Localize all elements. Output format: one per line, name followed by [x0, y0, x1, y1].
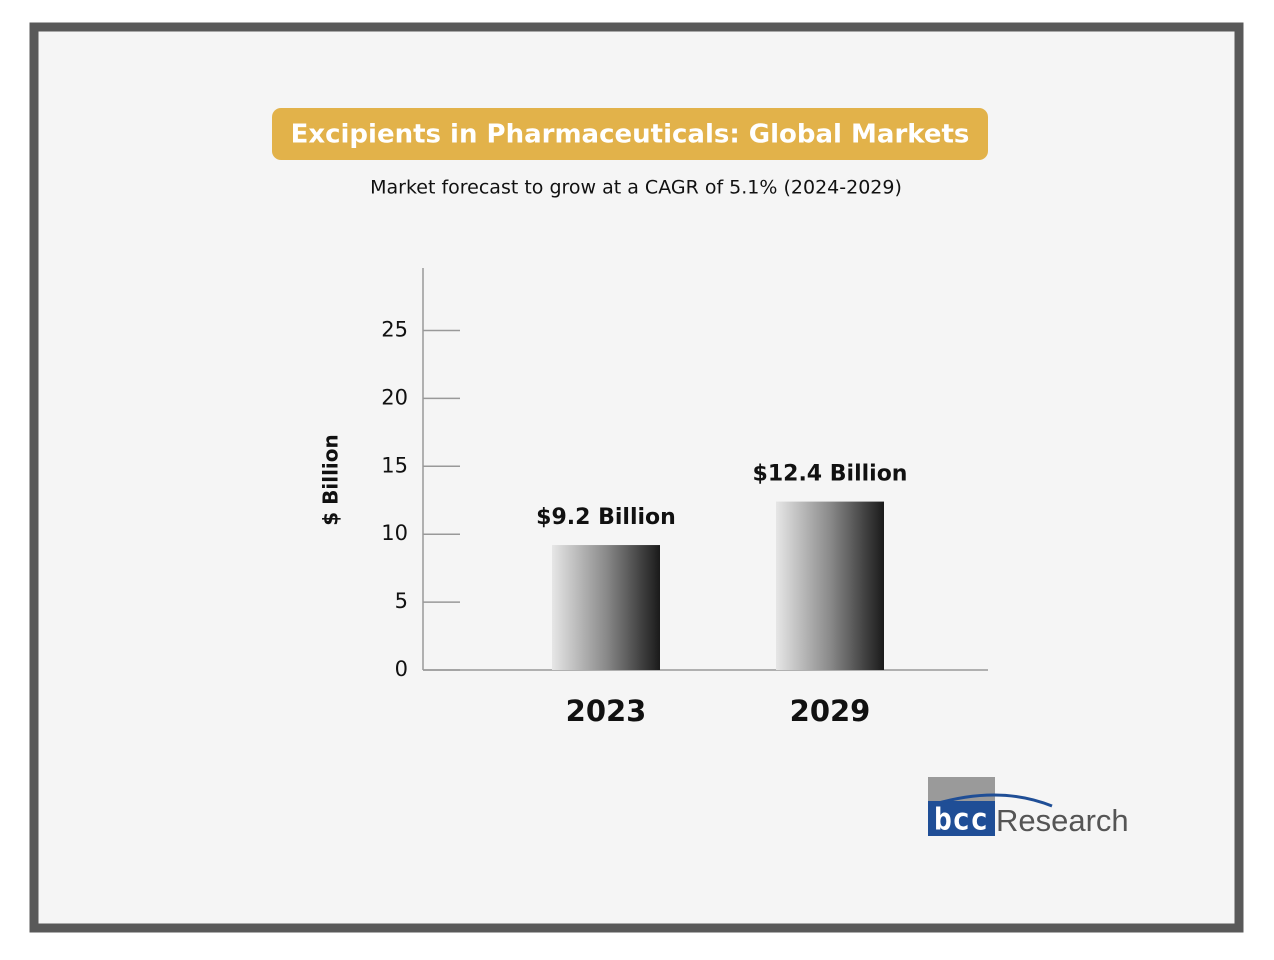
bar	[552, 545, 660, 670]
y-tick-label: 25	[381, 317, 408, 341]
logo-block	[928, 801, 995, 836]
y-tick-label: 20	[381, 385, 408, 409]
chart-title: Excipients in Pharmaceuticals: Global Ma…	[291, 120, 970, 150]
y-axis-label: $ Billion	[319, 434, 343, 526]
y-tick-label: 0	[395, 657, 408, 681]
y-tick-label: 5	[395, 589, 408, 613]
value-label: $12.4 Billion	[753, 462, 908, 487]
bar	[776, 501, 884, 670]
logo-mark: bcc	[934, 803, 988, 838]
logo-text: Research	[996, 803, 1129, 838]
x-tick-label: 2029	[790, 694, 871, 728]
y-tick-label: 15	[381, 453, 408, 477]
frame	[29, 22, 1244, 933]
title-box	[272, 108, 988, 160]
logo: bcc Research	[928, 777, 1129, 838]
chart-subtitle: Market forecast to grow at a CAGR of 5.1…	[370, 177, 902, 199]
logo-swoosh	[934, 793, 1053, 808]
x-tick-label: 2023	[566, 694, 647, 728]
y-tick-label: 10	[381, 521, 408, 545]
value-label: $9.2 Billion	[536, 505, 676, 530]
